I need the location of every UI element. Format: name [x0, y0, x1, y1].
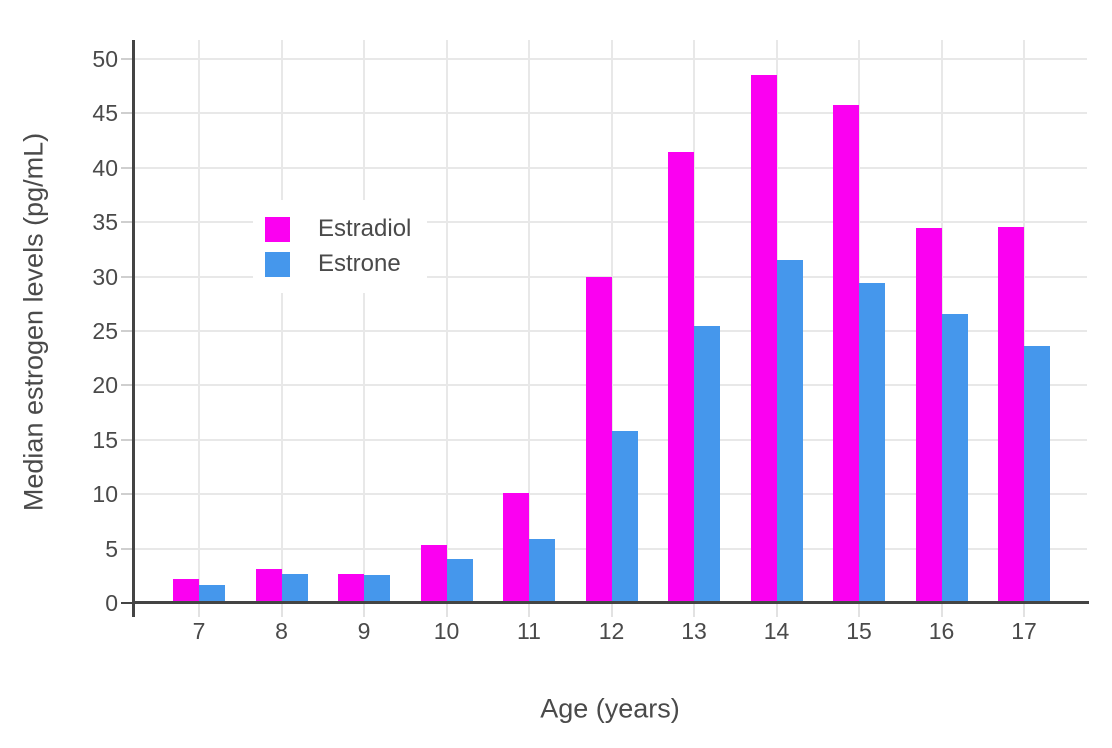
y-tick-label: 45 [92, 100, 118, 127]
gridline-vertical [528, 40, 530, 603]
bar-estradiol-age-14 [750, 75, 777, 603]
y-tick-label: 15 [92, 426, 118, 453]
legend-label-estradiol: Estradiol [318, 215, 412, 242]
x-tick-mark [610, 604, 613, 617]
y-tick-mark [121, 166, 133, 169]
x-tick-mark [445, 604, 448, 617]
bar-estradiol-age-7 [173, 579, 199, 603]
y-tick-mark [121, 58, 133, 61]
legend: Estradiol Estrone [253, 200, 428, 293]
x-tick-mark [1023, 604, 1025, 617]
x-tick-mark [858, 604, 860, 617]
bar-estradiol-age-15 [833, 105, 859, 603]
legend-item-estrone[interactable]: Estrone [265, 250, 411, 278]
bar-estrone-age-15 [859, 283, 885, 603]
legend-swatch-estrone-icon [265, 251, 290, 277]
bar-estradiol-age-13 [668, 152, 694, 603]
bar-estradiol-age-17 [998, 227, 1024, 603]
bar-estradiol-age-12 [585, 277, 612, 603]
x-axis-title: Age (years) [540, 693, 680, 724]
y-tick-mark [121, 275, 133, 278]
x-tick-label: 17 [1011, 618, 1037, 644]
y-tick-label: 5 [105, 535, 118, 562]
x-tick-mark [775, 604, 778, 617]
bar-estrone-age-13 [694, 326, 720, 603]
x-tick-label: 7 [192, 618, 206, 644]
x-tick-mark [280, 604, 283, 617]
x-tick-label: 11 [517, 618, 541, 644]
gridline-vertical [610, 40, 613, 603]
y-axis-line [132, 40, 135, 617]
y-tick-label: 25 [92, 318, 118, 345]
bar-estrone-age-14 [776, 260, 803, 603]
x-tick-mark [528, 604, 530, 617]
y-tick-label: 30 [92, 263, 118, 290]
x-tick-mark [940, 604, 943, 617]
x-tick-mark [693, 604, 695, 617]
bar-estradiol-age-8 [255, 569, 282, 603]
gridline-vertical [363, 40, 365, 603]
x-tick-mark [363, 604, 365, 617]
bar-estradiol-age-10 [420, 545, 447, 603]
y-tick-label: 0 [105, 590, 118, 616]
bar-estrone-age-10 [446, 559, 473, 603]
bar-estradiol-age-11 [503, 493, 529, 603]
x-tick-label: 9 [357, 618, 371, 644]
legend-item-estradiol[interactable]: Estradiol [265, 215, 411, 243]
bar-estrone-age-12 [611, 431, 638, 603]
gridline-vertical [693, 40, 695, 603]
y-tick-mark [121, 330, 133, 333]
bar-estrone-age-9 [364, 575, 390, 603]
x-tick-mark [198, 604, 200, 617]
bar-estrone-age-11 [529, 539, 555, 603]
y-tick-mark [121, 493, 133, 496]
x-tick-label: 16 [928, 618, 955, 644]
y-tick-label: 10 [92, 481, 118, 508]
x-tick-label: 12 [598, 618, 625, 644]
legend-label-estrone: Estrone [318, 250, 401, 277]
y-tick-label: 50 [92, 46, 118, 73]
x-tick-label: 14 [763, 618, 790, 644]
x-tick-label: 15 [846, 618, 872, 644]
x-axis-line [132, 601, 1089, 604]
bar-estradiol-age-16 [915, 228, 942, 603]
bar-estradiol-age-9 [338, 574, 364, 603]
y-tick-mark [121, 547, 133, 550]
x-tick-label: 8 [275, 618, 288, 644]
bar-estrone-age-8 [281, 574, 308, 603]
x-tick-label: 10 [433, 618, 460, 644]
gridline-vertical [1023, 40, 1025, 603]
legend-swatch-estradiol-icon [265, 216, 290, 242]
y-tick-mark [121, 602, 133, 604]
y-tick-label: 40 [92, 154, 118, 181]
gridline-vertical [198, 40, 200, 603]
y-tick-mark [121, 221, 133, 224]
y-tick-mark [121, 112, 133, 115]
y-tick-label: 20 [92, 372, 118, 399]
bar-estrone-age-16 [941, 314, 968, 603]
gridline-vertical [280, 40, 283, 603]
y-tick-mark [121, 384, 133, 387]
x-tick-label: 13 [681, 618, 707, 644]
y-tick-mark [121, 438, 133, 441]
bar-estrone-age-17 [1024, 346, 1050, 603]
y-tick-label: 35 [92, 209, 118, 236]
plot-area [134, 40, 1087, 603]
gridline-vertical [445, 40, 448, 603]
bar-estrone-age-7 [199, 585, 225, 603]
